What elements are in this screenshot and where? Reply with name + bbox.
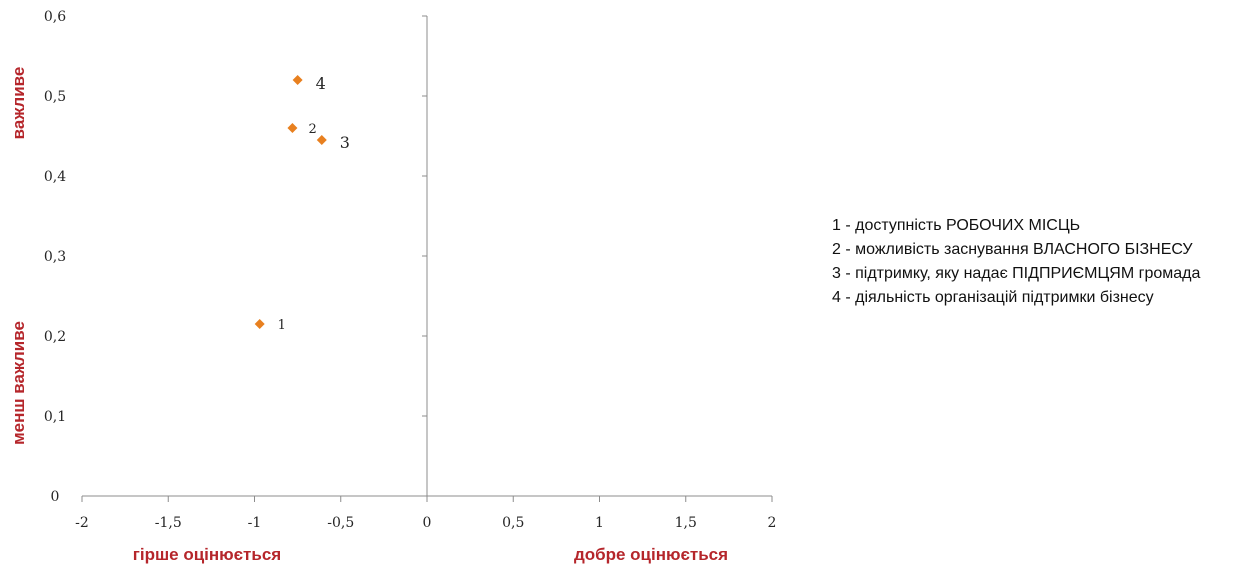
legend-item-2: 2 - можливість заснування ВЛАСНОГО БІЗНЕ… <box>832 241 1193 258</box>
legend-item-4: 4 - діяльність організацій підтримки біз… <box>832 289 1154 306</box>
x-tick-label: 0 <box>423 515 432 531</box>
y-tick-label: 0,4 <box>44 169 66 185</box>
legend-item-3: 3 - підтримку, яку надає ПІДПРИЄМЦЯМ гро… <box>832 265 1201 282</box>
x-caption-better: добре оцінюється <box>574 545 728 564</box>
x-tick-label: 2 <box>768 515 777 531</box>
tick-labels: -2 -1,5 -1 -0,5 0 0,5 1 1,5 2 0 0,1 0,2 0,3 0,4 0,5 0,6 <box>44 9 777 531</box>
y-tick-label: 0,6 <box>44 9 66 25</box>
data-point-3 <box>316 135 327 145</box>
data-label-4: 4 <box>316 74 326 93</box>
data-label-1: 1 <box>278 318 286 333</box>
data-point-2 <box>287 123 298 133</box>
x-tick-label: -1,5 <box>155 515 182 531</box>
x-caption-worse: гірше оцінюється <box>133 545 281 564</box>
legend-item-1: 1 - доступність РОБОЧИХ МІСЦЬ <box>832 217 1081 234</box>
x-tick-label: -2 <box>75 515 89 531</box>
x-tick-label: 0,5 <box>502 515 524 531</box>
axes <box>81 15 773 502</box>
x-tick-label: -0,5 <box>327 515 354 531</box>
y-tick-label: 0 <box>51 489 60 505</box>
y-caption-important: важливе <box>9 67 28 140</box>
data-point-4 <box>292 75 303 85</box>
data-points: 1 2 3 4 <box>254 74 350 333</box>
data-label-3: 3 <box>340 133 350 152</box>
axis-captions: важливе менш важливе гірше оцінюється до… <box>9 67 728 564</box>
data-label-2: 2 <box>308 122 316 137</box>
y-tick-label: 0,2 <box>44 329 66 345</box>
data-point-1 <box>254 319 265 329</box>
legend: 1 - доступність РОБОЧИХ МІСЦЬ 2 - можлив… <box>832 214 1257 310</box>
y-tick-label: 0,5 <box>44 89 66 105</box>
y-tick-label: 0,1 <box>44 409 66 425</box>
x-tick-label: -1 <box>248 515 262 531</box>
x-tick-label: 1 <box>595 515 604 531</box>
y-caption-less-important: менш важливе <box>9 321 28 445</box>
x-tick-label: 1,5 <box>675 515 697 531</box>
y-tick-label: 0,3 <box>44 249 66 265</box>
